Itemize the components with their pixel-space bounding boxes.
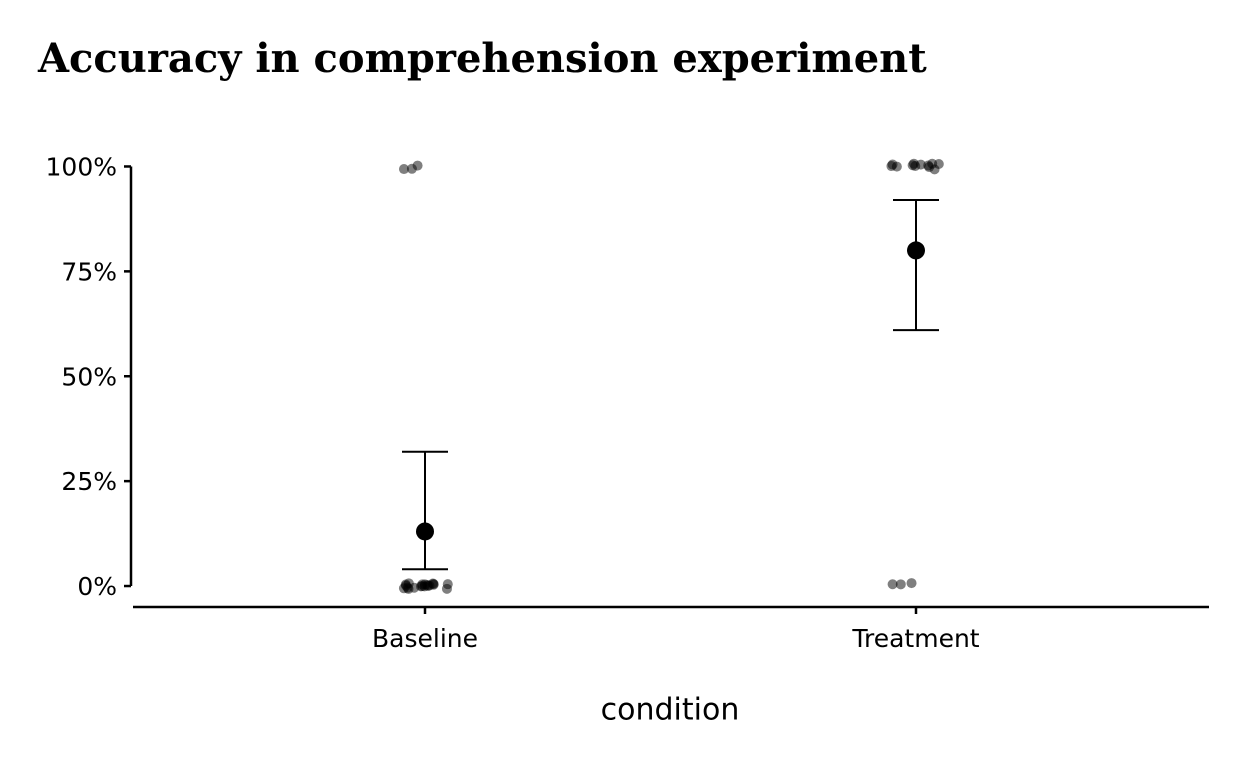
data-point [891, 161, 902, 172]
y-tick-label: 100% [46, 152, 117, 181]
data-point [402, 582, 413, 593]
x-axis-label: condition [601, 693, 740, 728]
x-tick-label: Baseline [372, 624, 478, 653]
data-point [906, 578, 917, 589]
chart-title: Accuracy in comprehension experiment [37, 35, 927, 82]
data-point [887, 579, 898, 590]
data-point [398, 164, 409, 175]
data-point [442, 579, 453, 590]
data-point [422, 580, 433, 591]
data-point [924, 162, 935, 173]
data-point [910, 161, 921, 172]
mean-point [416, 522, 434, 541]
y-tick-label: 25% [61, 467, 117, 496]
x-tick-label: Treatment [851, 624, 979, 653]
mean-point [907, 241, 925, 260]
y-tick-label: 75% [61, 257, 117, 286]
y-tick-label: 0% [77, 572, 117, 601]
data-point [406, 163, 417, 174]
y-tick-label: 50% [61, 362, 117, 391]
data-point [895, 579, 906, 590]
